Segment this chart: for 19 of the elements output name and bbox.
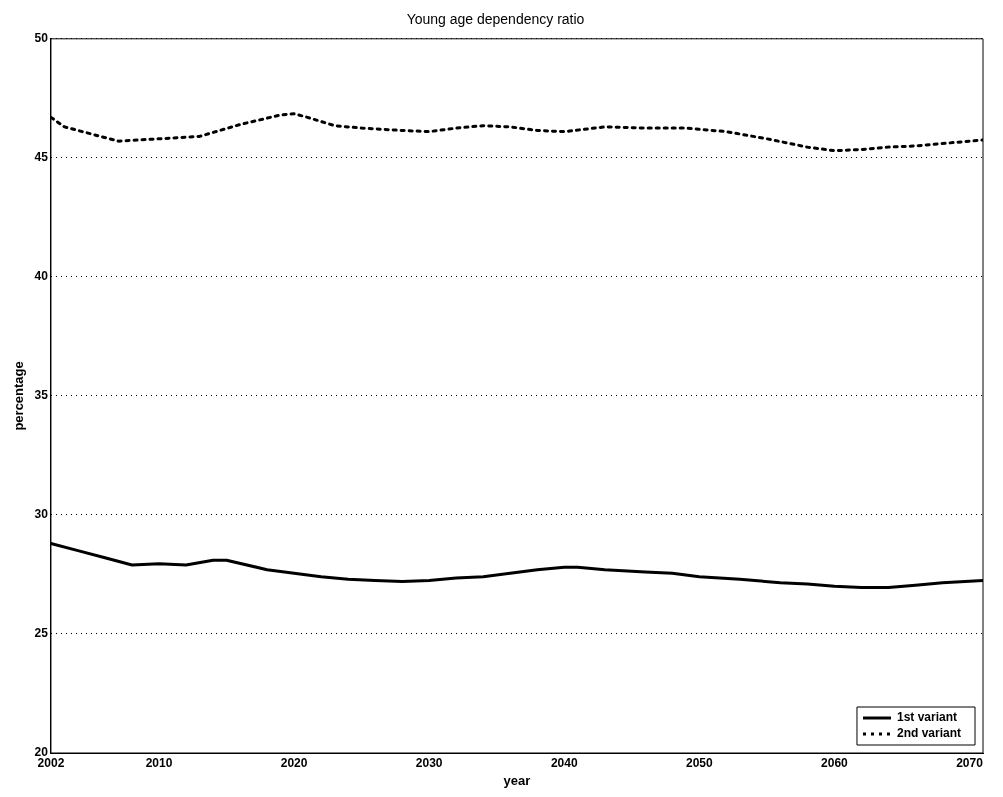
x-tick-label: 2002 bbox=[37, 755, 65, 770]
x-tick-label: 2070 bbox=[956, 755, 984, 770]
y-tick-label: 50 bbox=[34, 31, 49, 46]
chart-title: Young age dependency ratio bbox=[406, 11, 585, 28]
y-tick-label: 35 bbox=[34, 388, 49, 403]
y-tick-label: 45 bbox=[34, 150, 49, 165]
x-axis-title: year bbox=[503, 772, 531, 788]
legend-label: 2nd variant bbox=[896, 726, 962, 741]
x-tick-label: 2050 bbox=[685, 755, 713, 770]
x-tick-label: 2010 bbox=[145, 755, 173, 770]
legend-label: 1st variant bbox=[896, 710, 958, 725]
x-tick-label: 2020 bbox=[280, 755, 308, 770]
y-tick-label: 30 bbox=[34, 507, 49, 522]
x-tick-label: 2040 bbox=[550, 755, 578, 770]
x-tick-label: 2030 bbox=[415, 755, 443, 770]
y-tick-label: 40 bbox=[34, 269, 49, 284]
x-tick-label: 2060 bbox=[821, 755, 849, 770]
y-tick-label: 25 bbox=[34, 626, 49, 641]
y-axis-title: percentage bbox=[11, 361, 27, 431]
